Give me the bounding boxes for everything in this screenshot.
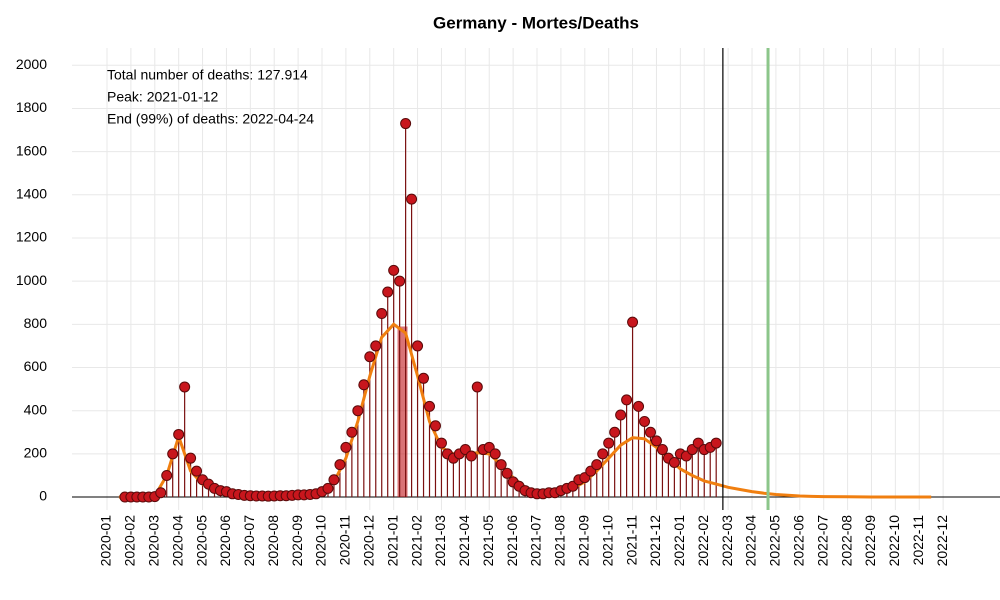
data-point	[364, 351, 376, 363]
x-tick-label: 2020-06	[217, 515, 233, 567]
data-point	[644, 426, 656, 438]
data-point	[328, 474, 340, 486]
x-tick-label: 2020-05	[193, 515, 209, 567]
annotation: End (99%) of deaths: 2022-04-24	[107, 111, 314, 127]
x-tick-label: 2021-10	[599, 515, 615, 567]
x-tick-label: 2021-01	[384, 515, 400, 567]
data-point	[394, 275, 406, 287]
annotation: Total number of deaths: 127.914	[107, 67, 308, 83]
x-tick-label: 2022-08	[838, 515, 854, 567]
x-tick-label: 2022-12	[934, 515, 950, 567]
y-tick-label: 1200	[16, 229, 47, 245]
data-point	[179, 381, 191, 393]
x-tick-label: 2020-09	[289, 515, 305, 567]
x-tick-label: 2021-05	[480, 515, 496, 567]
data-point	[710, 437, 722, 449]
data-point	[591, 459, 603, 471]
data-point	[627, 316, 639, 328]
x-tick-label: 2021-07	[528, 515, 544, 567]
x-tick-label: 2022-03	[719, 515, 735, 567]
x-tick-label: 2021-12	[647, 515, 663, 567]
data-point	[495, 459, 507, 471]
data-point	[603, 437, 615, 449]
data-point	[609, 426, 621, 438]
data-point	[633, 400, 645, 412]
data-point	[656, 444, 668, 456]
y-tick-label: 0	[39, 488, 47, 504]
x-tick-label: 2020-12	[360, 515, 376, 567]
data-point	[358, 379, 370, 391]
peak-bar	[397, 326, 408, 498]
x-tick-label: 2020-11	[337, 515, 353, 566]
x-tick-label: 2022-10	[886, 515, 902, 567]
data-point	[322, 482, 334, 494]
data-point	[471, 381, 483, 393]
x-tick-label: 2022-09	[862, 515, 878, 567]
x-tick-label: 2021-02	[408, 515, 424, 567]
x-tick-label: 2022-07	[814, 515, 830, 567]
y-tick-label: 1800	[16, 99, 47, 115]
data-point	[501, 467, 513, 479]
data-point	[334, 459, 346, 471]
data-point	[376, 308, 388, 320]
x-tick-label: 2020-01	[98, 515, 114, 567]
y-tick-label: 600	[24, 358, 48, 374]
data-point	[418, 372, 430, 384]
data-point	[424, 400, 436, 412]
data-point	[639, 415, 651, 427]
x-tick-label: 2020-03	[145, 515, 161, 567]
data-point	[406, 193, 418, 205]
x-tick-label: 2022-05	[767, 515, 783, 567]
data-point	[167, 448, 179, 460]
data-point	[412, 340, 424, 352]
data-point	[621, 394, 633, 406]
data-point	[465, 450, 477, 462]
annotation: Peak: 2021-01-12	[107, 89, 219, 105]
data-point	[352, 405, 364, 417]
x-tick-label: 2020-04	[169, 515, 185, 567]
data-point	[597, 448, 609, 460]
x-tick-label: 2022-06	[791, 515, 807, 567]
data-point	[155, 487, 167, 499]
data-point	[668, 457, 680, 469]
x-tick-label: 2022-04	[743, 515, 759, 567]
data-point	[489, 448, 501, 460]
x-tick-label: 2022-11	[910, 515, 926, 566]
data-point	[173, 428, 185, 440]
x-tick-label: 2022-02	[695, 515, 711, 567]
data-point	[429, 420, 441, 432]
x-tick-label: 2021-09	[575, 515, 591, 567]
x-tick-label: 2021-11	[623, 515, 639, 566]
y-tick-label: 400	[24, 401, 48, 417]
data-point	[615, 409, 627, 421]
x-tick-label: 2020-02	[122, 515, 138, 567]
data-point	[185, 452, 197, 464]
x-tick-label: 2021-03	[432, 515, 448, 567]
data-point	[340, 441, 352, 453]
data-point	[382, 286, 394, 298]
data-point	[435, 437, 447, 449]
data-point	[370, 340, 382, 352]
y-tick-label: 2000	[16, 56, 47, 72]
x-tick-label: 2021-06	[504, 515, 520, 567]
y-tick-label: 1400	[16, 186, 47, 202]
y-tick-label: 200	[24, 445, 48, 461]
x-tick-label: 2020-07	[241, 515, 257, 567]
data-point	[191, 465, 203, 477]
data-point	[346, 426, 358, 438]
data-point	[161, 469, 173, 481]
chart-title: Germany - Mortes/Deaths	[433, 13, 639, 32]
x-tick-label: 2021-08	[552, 515, 568, 567]
data-point	[650, 435, 662, 447]
y-tick-label: 800	[24, 315, 48, 331]
y-tick-label: 1600	[16, 142, 47, 158]
x-tick-label: 2020-08	[265, 515, 281, 567]
x-tick-label: 2020-10	[313, 515, 329, 567]
y-tick-label: 1000	[16, 272, 47, 288]
x-tick-label: 2021-04	[456, 515, 472, 567]
data-point	[388, 264, 400, 276]
data-point	[400, 118, 412, 130]
x-tick-label: 2022-01	[671, 515, 687, 567]
